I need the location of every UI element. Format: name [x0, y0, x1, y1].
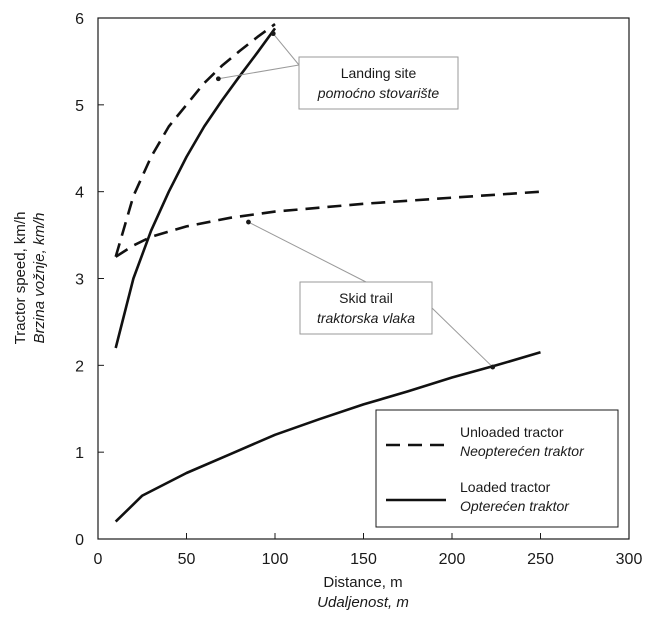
landing-annotation-subtitle: pomoćno stovarište [317, 85, 440, 101]
y-tick-label: 6 [75, 11, 84, 28]
landing-annotation-title: Landing site [341, 65, 417, 81]
y-tick-label: 2 [75, 358, 84, 375]
x-tick-label: 100 [262, 551, 289, 568]
skid-trail-loaded-tractor-line [114, 351, 541, 523]
skid-leader-line [431, 307, 494, 368]
y-axis-label: Tractor speed, km/h [12, 212, 29, 345]
y-tick-label: 5 [75, 98, 84, 115]
x-tick-label: 0 [94, 551, 103, 568]
landing-annotation-box [298, 56, 459, 110]
series-lines [114, 23, 541, 523]
x-tick-label: 200 [439, 551, 466, 568]
x-tick-label: 150 [350, 551, 377, 568]
landing-site-loaded-tractor-line [114, 27, 277, 349]
y-axis-label-secondary: Brzina vožnje, km/h [31, 213, 48, 344]
y-tick-label: 1 [75, 445, 84, 462]
x-axis-label: Distance, m [323, 574, 402, 591]
x-tick-label: 300 [616, 551, 643, 568]
legend-label: Unloaded tractor [460, 424, 564, 440]
y-tick-label: 3 [75, 272, 84, 289]
skid-trail-unloaded-tractor-line [115, 190, 541, 258]
landing-leader-line [272, 33, 300, 66]
legend-box [375, 409, 619, 528]
landing-leader-tip [215, 76, 221, 82]
x-tick-label: 50 [178, 551, 196, 568]
skid-annotation-box [299, 281, 433, 335]
skid-leader-tip [490, 364, 496, 370]
skid-leader-line [248, 221, 367, 283]
x-axis-label-secondary: Udaljenost, m [317, 594, 409, 611]
x-tick-label: 250 [527, 551, 554, 568]
landing-leader-tip [270, 31, 276, 37]
y-tick-label: 4 [75, 185, 84, 202]
landing-site-unloaded-tractor-line [114, 23, 276, 258]
y-tick-label: 0 [75, 532, 84, 549]
landing-leader-line [218, 64, 300, 80]
annotations: Landing site pomoćno stovarište Skid trail… [215, 31, 496, 370]
skid-leader-tip [246, 219, 251, 225]
legend-label-secondary: Neopterećen traktor [460, 443, 585, 459]
legend: Unloaded tractor Neopterećen traktor Loade… [375, 409, 619, 528]
skid-annotation-title: Skid trail [339, 290, 393, 306]
skid-annotation-subtitle: traktorska vlaka [317, 310, 415, 326]
legend-label-secondary: Opterećen traktor [460, 498, 570, 514]
legend-label: Loaded tractor [460, 479, 551, 495]
axis-ticks: 0 50 100 150 200 250 300 0 1 2 3 4 5 6 [75, 11, 642, 568]
